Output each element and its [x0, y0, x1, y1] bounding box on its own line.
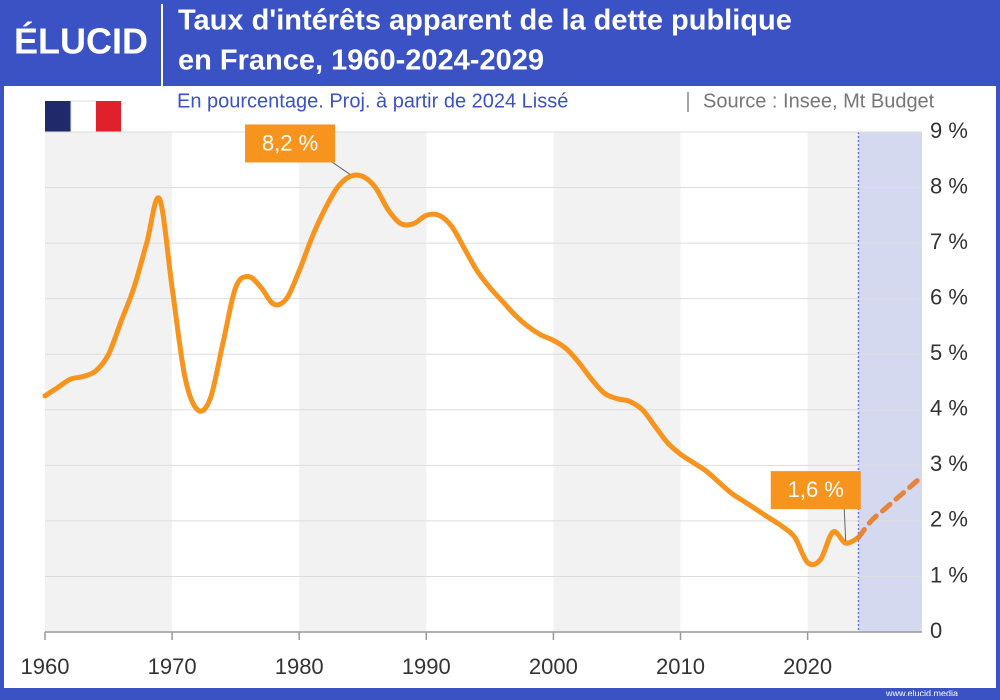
y-tick-label: 8 % — [930, 173, 968, 198]
y-tick-label: 2 % — [930, 507, 968, 532]
data-line — [42, 172, 861, 568]
x-tick-label: 1960 — [21, 654, 70, 679]
y-tick-label: 4 % — [930, 396, 968, 421]
y-tick-label: 0 — [930, 618, 942, 643]
footer: www.elucid.media — [885, 688, 958, 698]
y-tick-label: 5 % — [930, 340, 968, 365]
x-tick-label: 2010 — [656, 654, 705, 679]
plot-area: 0 1 % 2 % 3 % 4 % 5 % 6 % 7 % 8 % 9 % 1960 1970 1980… — [21, 118, 968, 679]
subtitle: En pourcentage. Proj. à partir de 2024 L… — [177, 90, 568, 112]
brand-logo: ÉLUCID — [14, 21, 148, 62]
source: Source : Insee, Mt Budget — [703, 90, 935, 112]
x-tick-label: 1970 — [148, 654, 197, 679]
y-tick-label: 9 % — [930, 118, 968, 143]
y-tick-label: 3 % — [930, 451, 968, 476]
projection-region — [858, 132, 922, 632]
annotation-box — [770, 471, 861, 510]
y-tick-label: 6 % — [930, 284, 968, 309]
annotation-label: 8,2 % — [262, 130, 318, 155]
y-tick-label: 7 % — [930, 229, 968, 254]
chart-title: en France, 1960-2024-2029 — [178, 45, 544, 77]
decade-band — [553, 132, 681, 632]
data-line — [855, 473, 925, 541]
y-tick-label: 1 % — [930, 562, 968, 587]
header — [0, 0, 1000, 86]
annotation-label: 1,6 % — [788, 477, 844, 502]
annotation-box — [245, 124, 336, 163]
x-tick-label: 2000 — [529, 654, 578, 679]
x-tick-label: 2020 — [783, 654, 832, 679]
x-tick-label: 1990 — [402, 654, 451, 679]
chart-title: Taux d'intérêts apparent de la dette pub… — [178, 5, 792, 37]
decade-band — [299, 132, 427, 632]
x-tick-label: 1980 — [275, 654, 324, 679]
